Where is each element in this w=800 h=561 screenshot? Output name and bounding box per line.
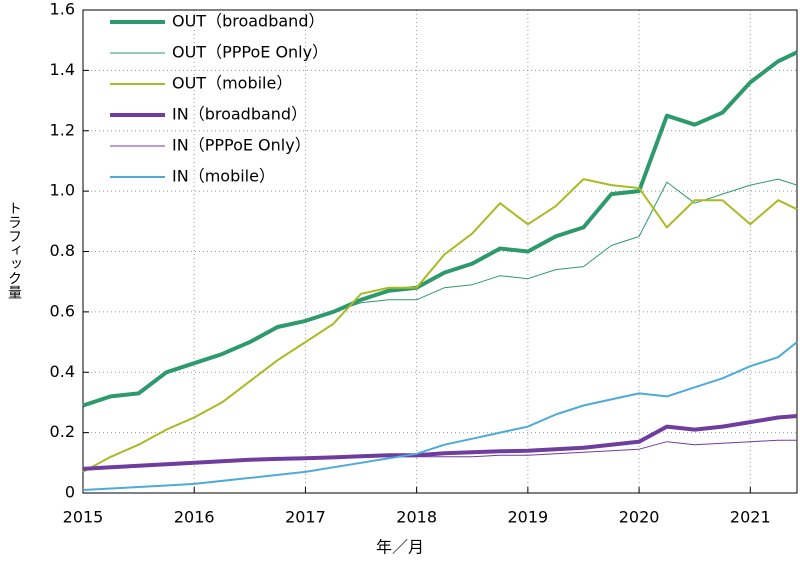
- legend-label: OUT（broadband）: [172, 12, 324, 31]
- x-tick-label: 2017: [285, 508, 326, 527]
- y-tick-label: 0.2: [50, 422, 75, 441]
- y-tick-label: 0.6: [50, 301, 75, 320]
- y-tick-label: 0.8: [50, 241, 75, 260]
- plot-frame: [82, 9, 798, 494]
- legend-label: OUT（mobile）: [172, 74, 292, 93]
- x-axis-label: 年／月: [376, 538, 424, 557]
- x-tick-label: 2015: [63, 508, 104, 527]
- legend-label: IN（broadband）: [172, 105, 307, 124]
- series-line: [82, 178, 798, 473]
- x-tick-label: 2018: [396, 508, 437, 527]
- legend-label: OUT（PPPoE Only）: [172, 43, 328, 62]
- x-tick-label: 2019: [508, 508, 549, 527]
- series-line: [82, 341, 798, 491]
- y-tick-label: 0.4: [50, 362, 75, 381]
- y-tick-label: 0: [65, 483, 75, 502]
- y-tick-label: 1.6: [50, 0, 75, 19]
- x-tick-label: 2020: [619, 508, 660, 527]
- series-line: [82, 439, 797, 470]
- y-tick-label: 1.0: [50, 181, 75, 200]
- x-tick-label: 2021: [730, 508, 771, 527]
- legend-label: IN（PPPoE Only）: [172, 136, 311, 155]
- y-tick-label: 1.4: [50, 60, 75, 79]
- y-tick-label: 1.2: [50, 120, 75, 139]
- legend-label: IN（mobile）: [172, 167, 275, 186]
- x-tick-label: 2016: [174, 508, 215, 527]
- series-line: [82, 414, 798, 471]
- y-axis-label: トラフィック量: [6, 201, 22, 299]
- series-line: [82, 178, 798, 406]
